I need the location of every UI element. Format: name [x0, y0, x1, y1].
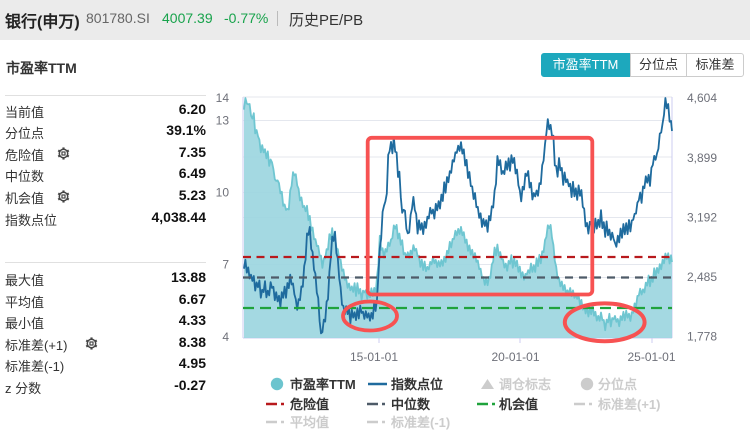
svg-text:调仓标志: 调仓标志 — [499, 377, 551, 392]
svg-text:3,192: 3,192 — [687, 211, 717, 225]
svg-text:市盈率TTM: 市盈率TTM — [290, 377, 356, 392]
svg-text:13: 13 — [216, 114, 230, 128]
svg-text:7: 7 — [222, 258, 229, 272]
svg-text:10: 10 — [216, 186, 230, 200]
svg-text:20-01-01: 20-01-01 — [491, 350, 539, 364]
svg-text:4,604: 4,604 — [687, 91, 717, 105]
svg-text:标准差(+1): 标准差(+1) — [597, 397, 660, 412]
svg-text:15-01-01: 15-01-01 — [350, 350, 398, 364]
svg-text:2,485: 2,485 — [687, 270, 717, 284]
svg-text:平均值: 平均值 — [290, 415, 329, 430]
svg-text:3,899: 3,899 — [687, 151, 717, 165]
svg-text:指数点位: 指数点位 — [391, 377, 443, 392]
svg-text:中位数: 中位数 — [391, 397, 431, 412]
svg-text:机会值: 机会值 — [499, 397, 538, 412]
svg-text:危险值: 危险值 — [290, 397, 329, 412]
svg-text:4: 4 — [222, 330, 229, 344]
svg-text:1,778: 1,778 — [687, 330, 717, 344]
svg-text:14: 14 — [216, 91, 230, 105]
svg-text:25-01-01: 25-01-01 — [627, 350, 675, 364]
svg-text:标准差(-1): 标准差(-1) — [390, 415, 450, 430]
svg-text:分位点: 分位点 — [598, 377, 637, 392]
